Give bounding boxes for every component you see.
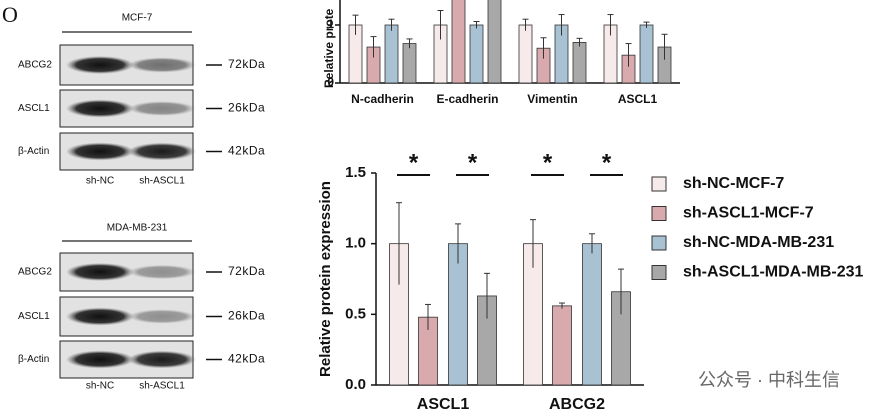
- error-bar: [370, 36, 377, 58]
- blot-title: MDA-MB-231: [107, 223, 168, 234]
- blot-band: [66, 263, 134, 281]
- blot-protein: β-Actin: [18, 146, 49, 157]
- y-tick-label: 0: [327, 75, 334, 89]
- error-bar: [625, 43, 632, 67]
- blot-band: [128, 264, 196, 280]
- error-bar: [406, 38, 413, 49]
- error-bar: [559, 302, 565, 309]
- error-bar: [576, 37, 583, 47]
- lane-label: sh-NC: [86, 381, 114, 392]
- lane-label: sh-ASCL1: [139, 381, 185, 392]
- error-bar: [484, 272, 490, 319]
- x-tick-label: E-cadherin: [436, 92, 498, 106]
- blot-protein: ABCG2: [18, 60, 52, 71]
- error-bar: [618, 268, 624, 315]
- blot-band: [66, 142, 134, 161]
- bar: [639, 24, 654, 84]
- legend-label: sh-NC-MCF-7: [683, 175, 784, 192]
- legend-swatch: [651, 206, 667, 221]
- blot-band: [128, 57, 196, 73]
- watermark: 公众号 · 中科生信: [698, 370, 840, 390]
- x-tick-label: ASCL1: [618, 92, 658, 106]
- blot-band: [128, 101, 196, 116]
- error-bar: [388, 18, 395, 31]
- y-tick-label: 0.0: [345, 376, 366, 393]
- error-bar: [437, 10, 444, 40]
- blots: MCF-7 ABCG2 72kDa ASCL1 26kDa β-Actin 42kDa sh-…: [18, 13, 265, 392]
- y-axis-label: Relative protein expression: [317, 181, 334, 377]
- y-tick-label: 1.0: [345, 235, 366, 252]
- x-tick-label: ABCG2: [549, 396, 605, 413]
- bar: [487, 0, 502, 84]
- significance-mark: *: [409, 149, 419, 176]
- blot-band: [66, 99, 134, 118]
- blot-band: [66, 307, 134, 326]
- y-axis-label: Relative prote: [322, 8, 336, 88]
- significance-mark: *: [543, 149, 553, 176]
- bar: [518, 24, 533, 84]
- x-tick-label: ASCL1: [417, 396, 470, 413]
- x-tick-label: N-cadherin: [351, 92, 414, 106]
- legend-label: sh-ASCL1-MCF-7: [683, 205, 814, 222]
- error-bar: [661, 33, 668, 60]
- blot-protein: ABCG2: [18, 267, 52, 278]
- error-bar: [455, 223, 461, 264]
- legend-swatch: [651, 176, 667, 192]
- x-tick-label: Vimentin: [527, 92, 577, 106]
- significance-mark: *: [468, 149, 478, 176]
- y-tick-label: 0.5: [345, 305, 366, 322]
- error-bar: [589, 233, 595, 254]
- blot-protein: ASCL1: [18, 103, 50, 114]
- blot-protein: ASCL1: [18, 311, 50, 322]
- y-tick-label: 1.5: [345, 164, 366, 181]
- error-bar: [540, 37, 547, 59]
- panel-label: O: [2, 2, 18, 27]
- kda-label: 26kDa: [228, 101, 265, 115]
- kda-label: 72kDa: [228, 264, 265, 278]
- bar: [402, 43, 417, 84]
- error-bar: [425, 303, 431, 330]
- blot-band: [128, 142, 196, 161]
- legend-label: sh-NC-MDA-MB-231: [683, 234, 834, 251]
- error-bar: [643, 21, 650, 28]
- legend-swatch: [651, 235, 667, 251]
- bar: [572, 42, 587, 84]
- blot-band: [66, 350, 134, 369]
- legend-swatch: [651, 265, 667, 280]
- bar: [582, 243, 602, 386]
- error-bar: [396, 202, 402, 285]
- blot-protein: β-Actin: [18, 354, 49, 365]
- significance-mark: *: [602, 149, 612, 176]
- blot-band: [128, 309, 196, 324]
- error-bar: [473, 21, 480, 29]
- blot-band: [128, 350, 196, 369]
- blot-band: [66, 56, 134, 74]
- kda-label: 42kDa: [228, 352, 265, 366]
- error-bar: [530, 219, 536, 268]
- error-bar: [522, 18, 529, 31]
- error-bar: [558, 14, 565, 36]
- error-bar: [352, 14, 359, 35]
- bar: [448, 243, 468, 386]
- error-bar: [607, 14, 614, 36]
- bar: [384, 24, 399, 84]
- bar: [451, 0, 466, 84]
- legend-label: sh-ASCL1-MDA-MB-231: [683, 264, 864, 281]
- lane-label: sh-ASCL1: [139, 176, 185, 187]
- lane-label: sh-NC: [86, 176, 114, 187]
- kda-label: 42kDa: [228, 144, 265, 158]
- kda-label: 72kDa: [228, 57, 265, 71]
- bar: [552, 305, 572, 386]
- y-tick-label: 1: [327, 17, 334, 31]
- blot-title: MCF-7: [122, 13, 153, 24]
- kda-label: 26kDa: [228, 309, 265, 323]
- bar: [469, 24, 484, 84]
